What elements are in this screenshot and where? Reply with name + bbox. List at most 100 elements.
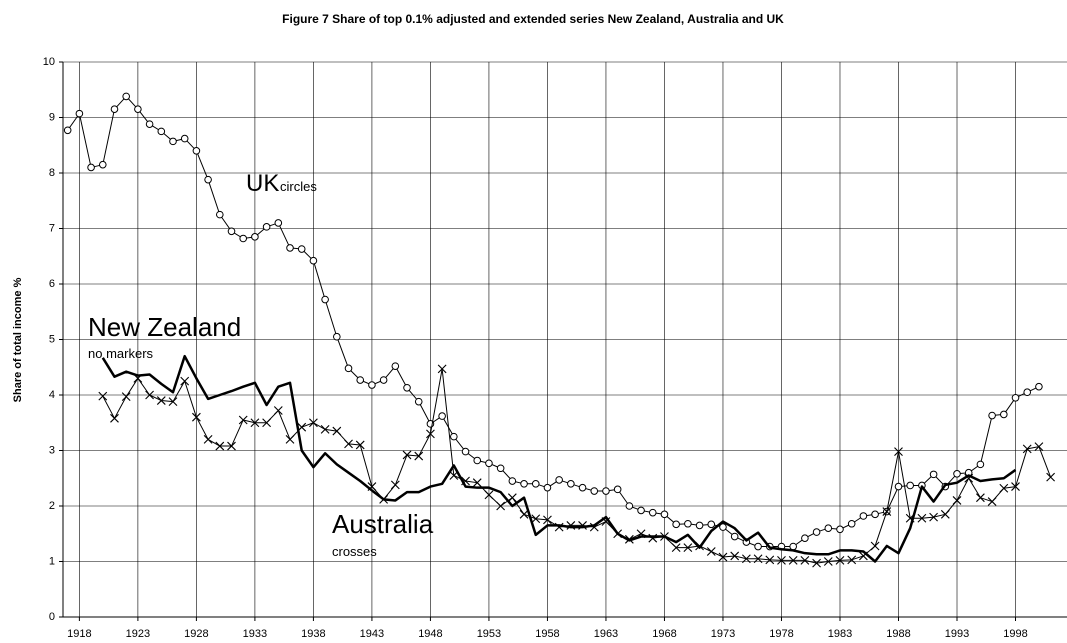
marker: [286, 244, 294, 252]
annotation: New Zealand: [88, 312, 241, 342]
marker: [216, 210, 224, 219]
marker: [121, 392, 131, 402]
marker: [567, 480, 575, 488]
marker: [192, 412, 201, 422]
marker: [987, 497, 997, 506]
marker: [847, 555, 857, 565]
marker: [718, 552, 728, 562]
marker: [438, 412, 446, 420]
x-tick-label: 1988: [886, 628, 910, 640]
marker: [134, 105, 142, 113]
y-tick-label: 5: [49, 333, 55, 345]
marker: [1000, 410, 1008, 419]
marker: [355, 440, 365, 450]
marker: [379, 494, 389, 504]
marker: [684, 519, 692, 528]
marker: [707, 520, 716, 529]
series-line: [101, 354, 1017, 563]
marker: [836, 525, 844, 534]
marker: [695, 541, 704, 551]
marker: [507, 493, 517, 503]
y-tick-label: 10: [43, 56, 55, 68]
marker: [437, 364, 447, 374]
x-tick-label: 1973: [711, 628, 735, 640]
marker: [1046, 472, 1056, 482]
marker: [929, 470, 938, 479]
marker: [624, 534, 634, 544]
x-tick-label: 1933: [243, 628, 267, 640]
marker: [215, 441, 225, 451]
annotation: UK: [246, 170, 279, 197]
marker: [145, 390, 154, 400]
y-tick-label: 0: [49, 611, 55, 623]
marker: [344, 439, 353, 449]
marker: [250, 418, 260, 428]
marker: [110, 413, 119, 423]
y-tick-label: 8: [49, 167, 55, 179]
marker: [367, 482, 377, 491]
marker: [485, 459, 493, 468]
marker: [450, 432, 458, 441]
marker: [98, 391, 108, 401]
marker: [894, 447, 903, 456]
marker: [238, 415, 248, 425]
x-tick-label: 1918: [67, 628, 91, 640]
marker: [777, 556, 786, 565]
marker: [788, 556, 798, 565]
marker: [566, 521, 576, 530]
annotation: crosses: [332, 544, 377, 559]
marker: [332, 426, 342, 436]
marker: [110, 105, 119, 113]
marker: [940, 509, 950, 519]
marker: [695, 521, 704, 530]
annotation: Australia: [332, 509, 434, 539]
marker: [320, 425, 330, 434]
marker: [180, 134, 189, 143]
marker: [894, 482, 903, 491]
marker: [859, 551, 868, 561]
marker: [87, 163, 95, 172]
marker: [285, 435, 295, 444]
marker: [824, 524, 833, 533]
chart-title: Figure 7 Share of top 0.1% adjusted and …: [282, 12, 784, 26]
marker: [543, 483, 552, 492]
marker: [461, 447, 470, 456]
marker: [1022, 444, 1032, 454]
marker: [309, 256, 318, 265]
y-tick-label: 9: [49, 111, 55, 123]
marker: [390, 480, 400, 490]
marker: [169, 137, 177, 146]
marker: [449, 471, 459, 480]
marker: [239, 234, 248, 243]
marker: [180, 376, 190, 386]
marker: [625, 502, 634, 510]
marker: [273, 406, 283, 415]
marker: [192, 147, 201, 155]
marker: [952, 496, 962, 505]
marker: [719, 523, 727, 531]
marker: [753, 554, 763, 564]
x-tick-label: 1958: [535, 628, 559, 640]
marker: [976, 460, 985, 469]
marker: [473, 456, 482, 465]
marker: [122, 92, 130, 101]
marker: [274, 219, 283, 227]
marker: [519, 509, 529, 519]
x-tick-label: 1938: [301, 628, 325, 640]
x-tick-label: 1983: [828, 628, 852, 640]
marker: [297, 422, 307, 432]
marker: [789, 542, 797, 551]
x-tick-label: 1978: [769, 628, 793, 640]
marker: [344, 364, 353, 373]
marker: [870, 541, 880, 551]
marker: [262, 418, 271, 428]
marker: [637, 506, 645, 515]
marker: [414, 451, 424, 461]
y-tick-label: 2: [49, 500, 55, 512]
marker: [484, 490, 494, 500]
x-tick-label: 1998: [1003, 628, 1027, 640]
x-tick-label: 1923: [126, 628, 150, 640]
marker: [555, 476, 563, 484]
marker: [801, 534, 809, 542]
marker: [905, 513, 915, 523]
